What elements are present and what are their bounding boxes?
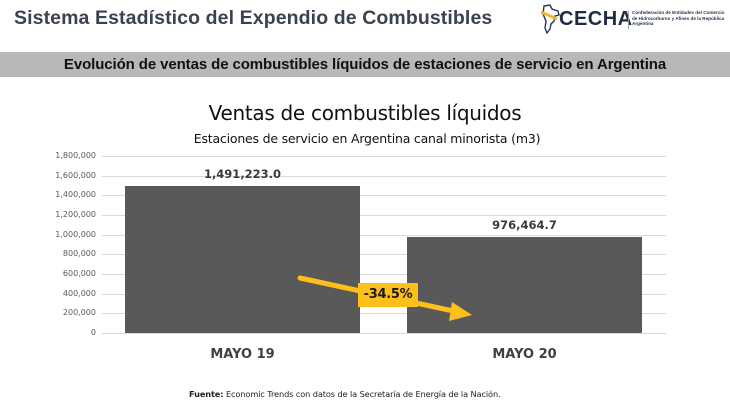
cecha-logo: CECHA Confederación de Entidades del Com… bbox=[538, 4, 728, 36]
logo-subtitle: Confederación de Entidades del Comercio … bbox=[632, 10, 725, 27]
x-category-label: MAYO 19 bbox=[210, 347, 275, 362]
percent-change-badge: -34.5% bbox=[358, 283, 418, 307]
logo-wordmark: CECHA bbox=[559, 8, 633, 30]
y-tick-label: 1,800,000 bbox=[55, 151, 96, 160]
source-note: Fuente: Economic Trends con datos de la … bbox=[189, 389, 501, 399]
gridline bbox=[102, 156, 666, 157]
page-header: Sistema Estadístico del Expendio de Comb… bbox=[0, 0, 730, 48]
bar-mayo-19 bbox=[125, 186, 360, 333]
y-tick-label: 400,000 bbox=[62, 289, 96, 298]
page-title: Sistema Estadístico del Expendio de Comb… bbox=[14, 7, 493, 29]
y-tick-label: 1,400,000 bbox=[55, 190, 96, 199]
gridline bbox=[102, 254, 666, 255]
y-tick-label: 800,000 bbox=[62, 249, 96, 258]
x-category-label: MAYO 20 bbox=[492, 347, 557, 362]
y-tick-label: 1,200,000 bbox=[55, 210, 96, 219]
gridline bbox=[102, 215, 666, 216]
bar-value-label: 1,491,223.0 bbox=[203, 167, 282, 181]
argentina-map-icon bbox=[540, 4, 560, 34]
section-band: Evolución de ventas de combustibles líqu… bbox=[0, 52, 730, 77]
section-title: Evolución de ventas de combustibles líqu… bbox=[63, 56, 667, 73]
bar-value-label: 976,464.7 bbox=[492, 218, 557, 232]
chart-title: Ventas de combustibles líquidos bbox=[208, 101, 522, 125]
source-prefix: Fuente: bbox=[189, 389, 224, 399]
gridline bbox=[102, 274, 666, 275]
y-tick-label: 1,600,000 bbox=[55, 171, 96, 180]
gridline bbox=[102, 235, 666, 236]
y-tick-label: 0 bbox=[90, 328, 96, 337]
y-tick-label: 600,000 bbox=[62, 269, 96, 278]
gridline bbox=[102, 195, 666, 196]
x-axis-baseline bbox=[102, 333, 666, 334]
source-text: Economic Trends con datos de la Secretar… bbox=[223, 389, 501, 399]
chart-subtitle: Estaciones de servicio en Argentina cana… bbox=[193, 131, 541, 146]
gridline bbox=[102, 176, 666, 177]
bar-mayo-20 bbox=[407, 237, 642, 333]
y-tick-label: 1,000,000 bbox=[55, 230, 96, 239]
logo-divider bbox=[628, 11, 629, 29]
y-tick-label: 200,000 bbox=[62, 308, 96, 317]
